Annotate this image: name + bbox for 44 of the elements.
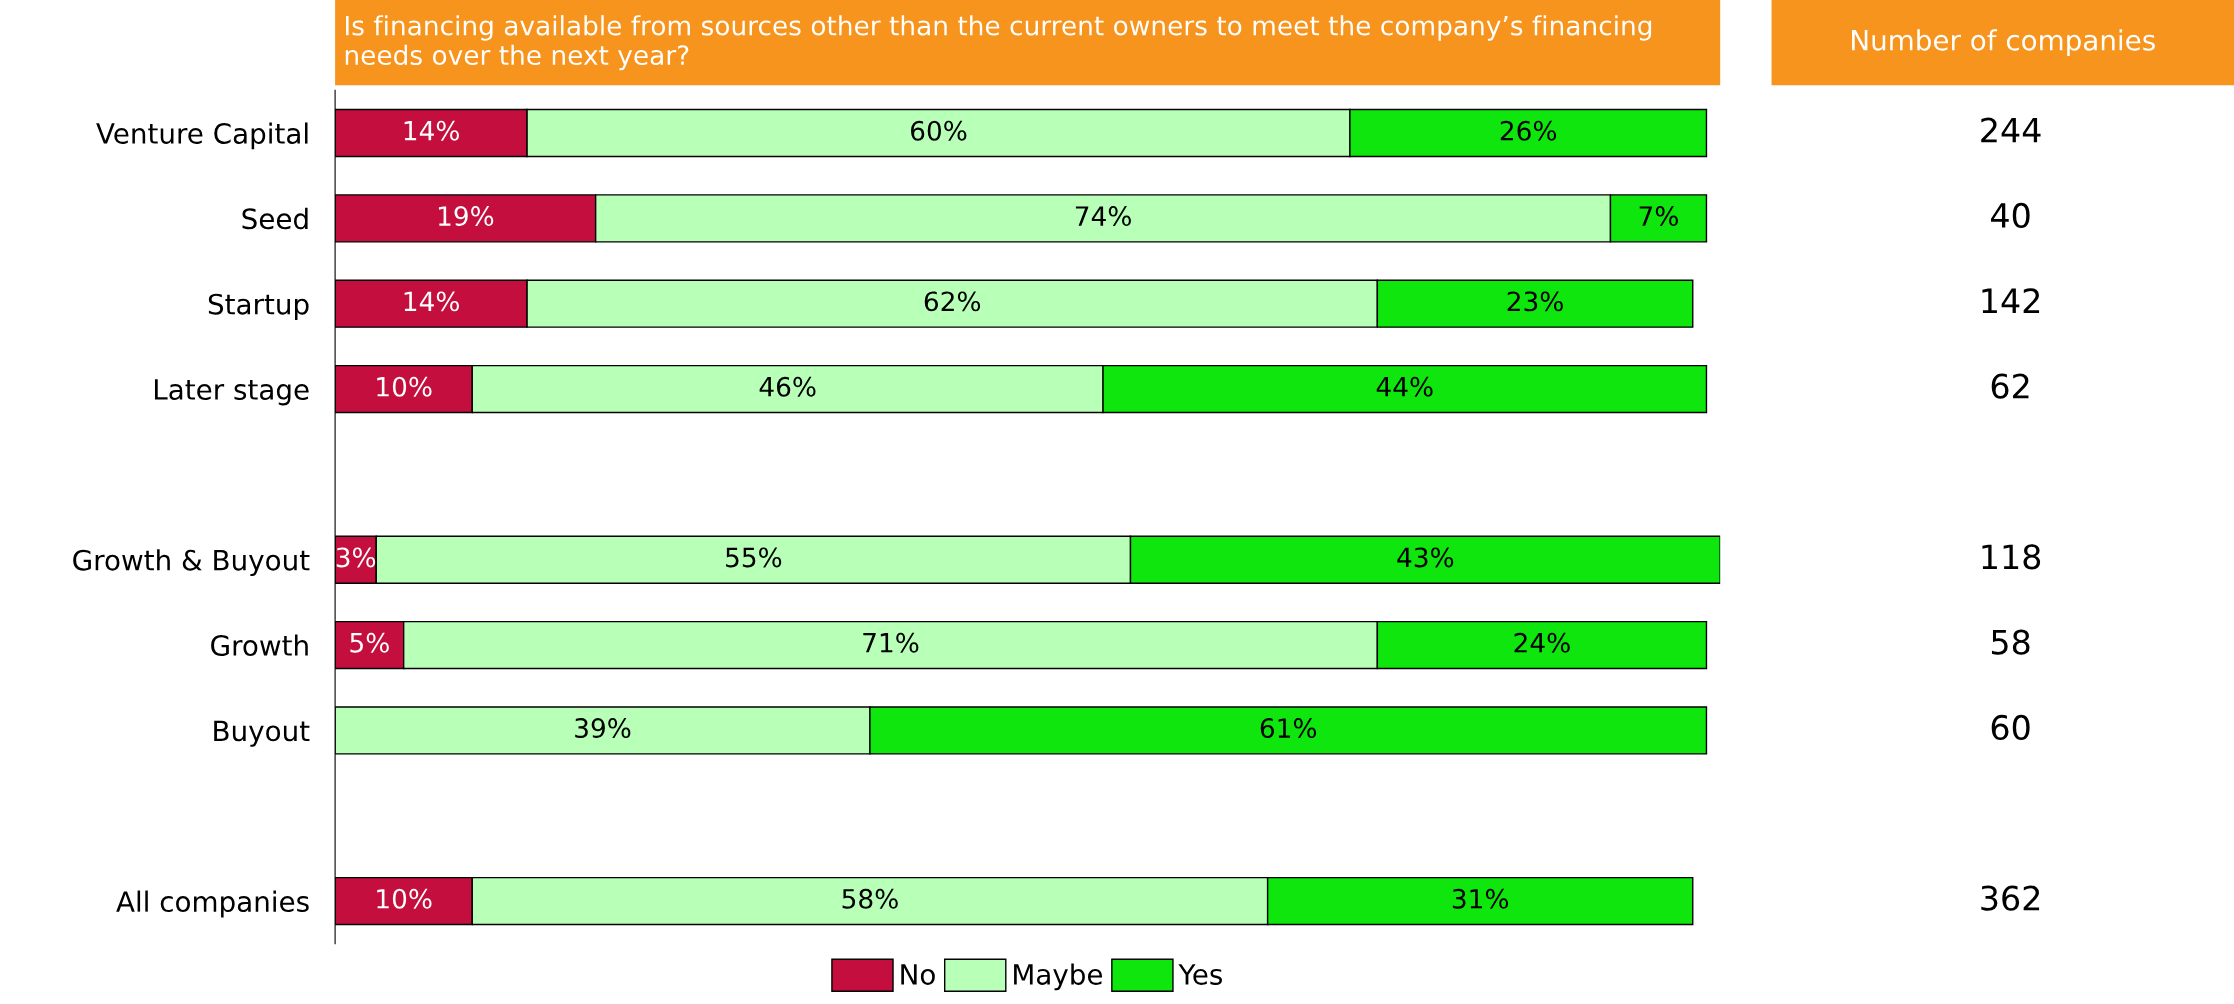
data-label: 10%	[377, 888, 432, 909]
data-label: 23%	[1507, 291, 1563, 312]
text: 62	[1991, 373, 2029, 399]
data-label: 19%	[438, 206, 494, 227]
data-label: 14%	[404, 291, 459, 312]
data-label: 10%	[377, 376, 432, 397]
text: 142	[1982, 288, 2040, 313]
data-label: 14%	[404, 120, 459, 141]
data-label: 7%	[1639, 206, 1678, 227]
legend-label: Maybe	[1014, 963, 1103, 991]
y-tick-label: Later stage	[154, 379, 309, 406]
data-label: 31%	[1452, 888, 1509, 909]
data-label: 60%	[911, 120, 967, 141]
data-label: 3%	[336, 547, 376, 568]
data-label: 44%	[1376, 376, 1433, 397]
data-label: 46%	[759, 376, 816, 397]
data-label: 43%	[1397, 547, 1454, 568]
data-label: 55%	[726, 547, 782, 568]
chart-title: Is financing available from sources other than the current owners to meet the company’s financing needs over the next year?	[345, 15, 1652, 71]
data-label: 62%	[924, 291, 981, 312]
data-label: 74%	[1075, 206, 1131, 227]
text: Number of companies	[1852, 29, 2155, 57]
text: 58	[1991, 629, 2030, 655]
legend-label: Yes	[1178, 964, 1223, 985]
y-tick-label: All companies	[116, 890, 309, 918]
text: 244	[1981, 117, 2041, 143]
y-tick-label: Growth	[211, 634, 308, 657]
data-label: 39%	[575, 718, 631, 739]
text: 118	[1982, 544, 2041, 570]
text: 362	[1981, 885, 2040, 911]
data-label: 61%	[1260, 718, 1317, 739]
data-label: 26%	[1500, 120, 1557, 141]
y-tick-label: Buyout	[214, 720, 310, 747]
data-label: 24%	[1514, 632, 1570, 653]
y-tick-label: Seed	[242, 207, 308, 230]
text: 60	[1991, 714, 2030, 741]
y-tick-label: Startup	[208, 293, 309, 321]
data-label: 5%	[350, 632, 389, 653]
data-label: 71%	[863, 632, 919, 653]
y-tick-label: Growth & Buyout	[73, 549, 310, 577]
data-label: 58%	[842, 888, 898, 909]
y-tick-label: Venture Capital	[96, 122, 308, 150]
legend-label: No	[901, 964, 935, 985]
text: 40	[1991, 202, 2030, 229]
